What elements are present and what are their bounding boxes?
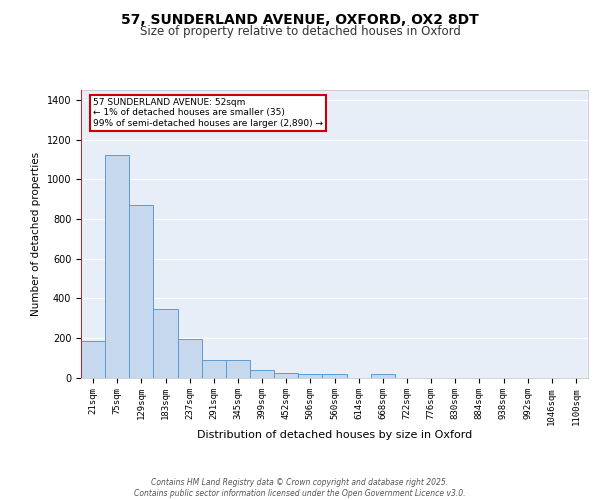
Text: Contains HM Land Registry data © Crown copyright and database right 2025.
Contai: Contains HM Land Registry data © Crown c… — [134, 478, 466, 498]
Bar — [81, 341, 105, 378]
Bar — [322, 374, 347, 378]
Bar — [298, 374, 322, 378]
Bar — [371, 374, 395, 378]
X-axis label: Distribution of detached houses by size in Oxford: Distribution of detached houses by size … — [197, 430, 472, 440]
Bar — [154, 309, 178, 378]
Bar — [202, 360, 226, 378]
Bar — [178, 339, 202, 378]
Bar — [226, 360, 250, 378]
Bar — [129, 205, 154, 378]
Text: 57, SUNDERLAND AVENUE, OXFORD, OX2 8DT: 57, SUNDERLAND AVENUE, OXFORD, OX2 8DT — [121, 12, 479, 26]
Text: Size of property relative to detached houses in Oxford: Size of property relative to detached ho… — [140, 25, 460, 38]
Bar — [250, 370, 274, 378]
Bar — [274, 372, 298, 378]
Y-axis label: Number of detached properties: Number of detached properties — [31, 152, 41, 316]
Text: 57 SUNDERLAND AVENUE: 52sqm
← 1% of detached houses are smaller (35)
99% of semi: 57 SUNDERLAND AVENUE: 52sqm ← 1% of deta… — [93, 98, 323, 128]
Bar — [105, 156, 129, 378]
